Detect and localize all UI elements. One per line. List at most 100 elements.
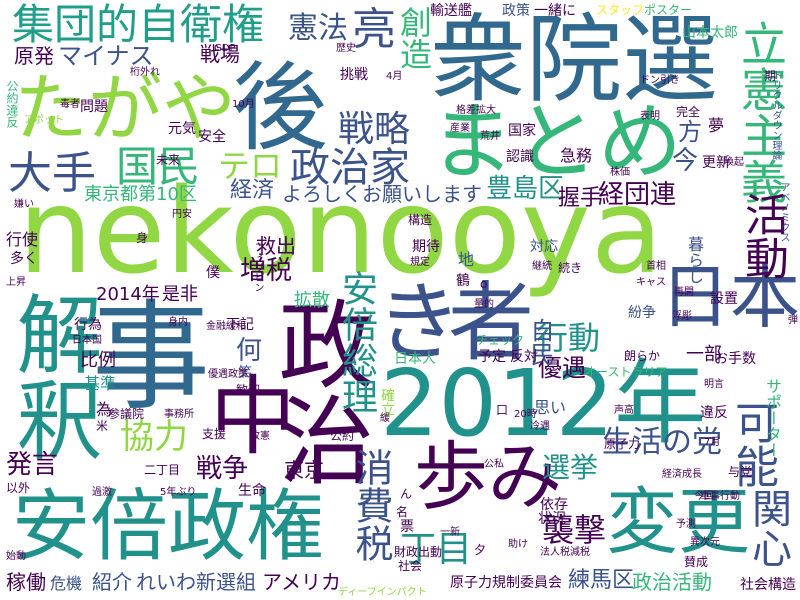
- word-nihonkoku: 日本国: [72, 335, 102, 346]
- word-ihan: 違反: [700, 405, 728, 421]
- word-kuchi: 口: [496, 403, 509, 417]
- word-kitai: 期待: [412, 239, 440, 255]
- word-2014nen: 2014年: [96, 284, 160, 305]
- word-shien: 支援: [202, 427, 227, 441]
- word-taiou: 対応: [530, 239, 558, 255]
- word-shakai-kouzou: 社会構造: [740, 577, 796, 593]
- word-kinyuu: 金融緩和: [206, 321, 246, 332]
- word-sangyou: 産業: [450, 123, 470, 134]
- word-kata: 方: [678, 118, 702, 146]
- word-seisaku: 政策: [502, 3, 530, 19]
- word-boku: 僕: [206, 265, 220, 281]
- word-secchi: 設置: [710, 291, 738, 307]
- word-joushou: 上昇: [6, 277, 26, 288]
- word-ichibu: 一部: [686, 344, 722, 365]
- word-tame: 為: [96, 400, 113, 419]
- word-shidou: 始動: [6, 551, 26, 562]
- word-zehi: 是非: [162, 284, 198, 305]
- word-mi: 身: [136, 231, 149, 245]
- word-kageki: 過激: [92, 487, 112, 498]
- word-genshiryoku-kisei: 原子力規制委員会: [450, 575, 562, 591]
- word-yuuguu-seisaku: 優遇政策: [208, 369, 248, 380]
- word-shakai: 社会: [398, 559, 423, 573]
- word-tsuru: 鶴: [456, 273, 470, 289]
- word-dan: 弾: [788, 315, 798, 326]
- word-kowadaka: 声高: [614, 405, 634, 416]
- word-10gatsu: 10月: [232, 99, 255, 110]
- word-kouyaku-ihan: 公約違反: [5, 80, 19, 128]
- word-reiguu: 冷遇: [530, 421, 550, 432]
- word-supporter: サポーター: [763, 378, 782, 458]
- word-kyouryoku: 協力: [120, 417, 188, 457]
- word-rikken: 立憲主義: [734, 20, 788, 204]
- word-senjou: 戦場: [200, 42, 240, 66]
- word-hyou: 票: [400, 519, 414, 535]
- word-ato: 後: [232, 52, 328, 164]
- word-kokka: 国家: [508, 123, 536, 139]
- word-ki-period: 期: [764, 69, 777, 83]
- word-5nenburi: 5年ぶり: [160, 487, 197, 498]
- word-seiji-katsudou: 政治活動: [632, 570, 712, 594]
- word-tagaya: たがや: [14, 66, 236, 152]
- word-kurashi: 暮らし: [685, 236, 704, 284]
- word-zouzei: 増税: [240, 256, 293, 286]
- word-tasuke: 助け: [508, 539, 528, 550]
- word-hogaraka: 朗らか: [624, 349, 661, 363]
- word-tsuzuki: 続き: [558, 261, 583, 275]
- word-hyoumei: 表明: [640, 111, 660, 122]
- word-kyuumu: 急務: [560, 146, 593, 165]
- word-koushi: 行使: [6, 230, 39, 249]
- word-genshiryoku: 原子力: [604, 437, 641, 451]
- word-enyasu: 円安: [172, 209, 192, 220]
- word-kadou: 稼働: [6, 570, 46, 594]
- word-ki: き: [376, 273, 462, 373]
- word-gunji: 軍事行動: [700, 491, 740, 502]
- word-kaki: 下記: [226, 317, 254, 333]
- word-matome: まとめ: [430, 93, 683, 191]
- word-20ji: 20時: [514, 409, 537, 420]
- word-nerimaku: 練馬区: [568, 568, 635, 593]
- word-donbiki: ドン引き: [640, 75, 680, 86]
- word-philippines: フィリピン: [252, 242, 263, 292]
- word-sansei: 賛成: [684, 555, 709, 569]
- word-koudou: 行動: [536, 319, 601, 357]
- word-tero: テロ: [218, 147, 283, 185]
- word-choume: 丁目: [400, 529, 473, 570]
- word-katsudou: 活動: [737, 192, 788, 280]
- word-keizai-seichou: 経済成長: [662, 469, 702, 480]
- word-kitei: 規定: [410, 257, 430, 268]
- word-kabuka: 株価: [610, 167, 630, 178]
- word-hantai: 反対: [510, 349, 538, 365]
- word-ooku: 多く: [10, 251, 38, 267]
- word-chi: 地: [458, 250, 475, 269]
- word-trickle: トリクルダウン理論: [770, 70, 781, 160]
- word-yamamoto: 山本太郎: [682, 25, 738, 41]
- word-mono: 者: [448, 273, 534, 373]
- word-ninshiki: 認識: [506, 149, 534, 165]
- word-gdp: GDP: [214, 43, 236, 54]
- word-ayumi: 歩み: [414, 434, 562, 520]
- word-kakuritsu: 確立: [379, 388, 395, 416]
- word-seimei: 生命: [238, 483, 266, 499]
- word-shuuinsen: 衆院選: [430, 4, 718, 116]
- word-akushu: 握手: [558, 186, 603, 211]
- word-abe-souri: 安倍総理: [336, 270, 377, 414]
- word-kouyaku: 公約: [330, 429, 355, 443]
- word-kakusan: 拡散: [294, 290, 330, 311]
- word-shuugeki: 襲撃: [542, 511, 607, 549]
- word-igai: 以外: [6, 481, 31, 495]
- word-sangiin: 参議院: [108, 407, 145, 421]
- word-arai: 荒井: [480, 131, 500, 142]
- word-funsou: 紛争: [628, 305, 656, 321]
- word-kanzen: 完全: [676, 105, 701, 119]
- word-seikatsu-no-tou: 生活の党: [602, 425, 722, 460]
- word-nichoume: 二丁目: [144, 463, 181, 477]
- word-joukyou: 状況: [538, 511, 566, 527]
- word-oote: 大手: [8, 148, 96, 199]
- word-ryouteki: 量的: [474, 299, 494, 310]
- word-nekonooya: nekonooya: [18, 162, 664, 300]
- word-seiji: 政治: [262, 295, 374, 487]
- word-yotou: 与党: [728, 465, 753, 479]
- word-nihon: 日本: [660, 256, 800, 338]
